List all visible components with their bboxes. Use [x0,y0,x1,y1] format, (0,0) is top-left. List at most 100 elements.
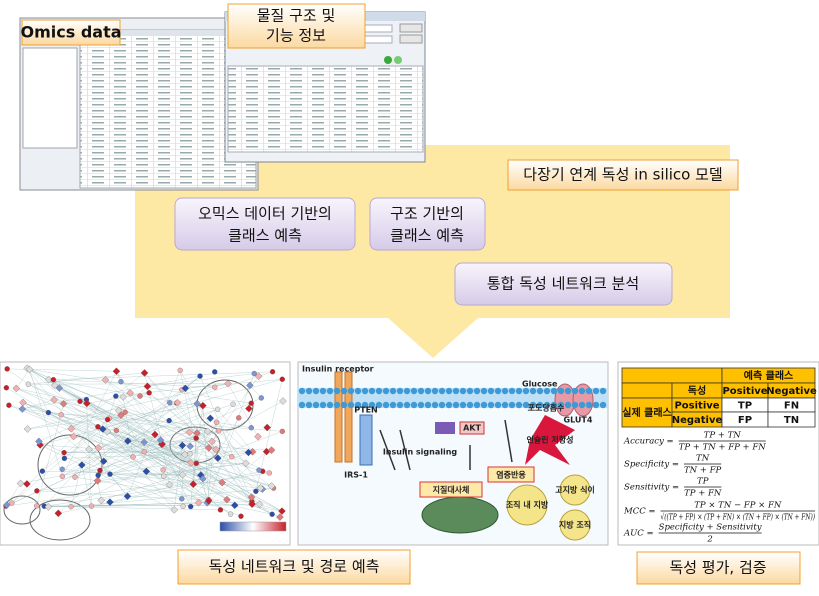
membrane-lipid [397,388,403,394]
network-node [188,504,193,509]
network-node [59,412,64,417]
membrane-lipid [544,388,550,394]
network-node [73,475,78,480]
membrane-lipid [453,388,459,394]
membrane-lipid [313,402,319,408]
membrane-lipid [572,402,578,408]
membrane-lipid [523,388,529,394]
membrane-lipid [299,402,305,408]
formula-numerator: TP × TN − FP × FN [694,501,782,511]
table-text: 독성 [688,384,706,397]
membrane-lipid [502,402,508,408]
membrane-lipid [404,388,410,394]
network-node [253,489,258,494]
network-node [167,418,172,423]
pathway-label: IRS-1 [344,471,368,480]
formula-numerator: TN [696,454,710,464]
pathway-figure: Insulin receptorGlucoseGLUT4IRS-1PTENAKT… [298,362,608,545]
formula-denominator: √((TP + FP) × (TP + FN) × (TN + FP) × (T… [661,512,815,523]
structure-label: 기능 정보 [266,27,326,45]
network-node [46,410,51,415]
membrane-lipid [383,388,389,394]
pathway-label: 지방 조직 [559,520,591,530]
network-node [212,385,217,390]
membrane-lipid [369,388,375,394]
membrane-lipid [509,388,515,394]
membrane-lipid [320,388,326,394]
membrane-lipid [572,388,578,394]
omics-label: Omics data [20,23,121,42]
membrane-lipid [418,388,424,394]
membrane-lipid [306,402,312,408]
membrane-lipid [509,402,515,408]
membrane-lipid [516,388,522,394]
formula-name: Accuracy = [623,437,674,447]
evaluation-caption: 독성 평가, 검증 [669,559,766,577]
membrane-lipid [404,402,410,408]
network-node [218,507,223,512]
network-node [249,401,254,406]
membrane-lipid [397,402,403,408]
network-node [114,428,119,433]
membrane-lipid [488,388,494,394]
membrane-lipid [502,388,508,394]
formula-numerator: Specificity + Sensitivity [659,523,762,533]
pathway-label: 지질대사체 [433,485,470,495]
network-node [187,451,192,456]
pathway-label: Insulin signaling [383,448,458,457]
table-text: TP [738,401,752,412]
formula-denominator: TP + TN + FP + FN [679,443,767,453]
network-node [215,407,220,412]
membrane-lipid [327,402,333,408]
membrane-lipid [474,388,480,394]
membrane-lipid [565,388,571,394]
membrane-lipid [446,402,452,408]
network-node [51,377,56,382]
membrane-lipid [467,388,473,394]
network-node [108,472,113,477]
membrane-lipid [362,388,368,394]
network-node [89,504,94,509]
membrane-lipid [306,388,312,394]
pathway-label: 고지방 식이 [555,485,595,495]
network-node [96,473,101,478]
network-node [214,420,219,425]
model-title: 다장기 연계 독성 in silico 모델 [523,166,722,184]
table-text: 실제 클래스 [622,406,671,419]
membrane-lipid [453,402,459,408]
table-text: Negative [766,386,817,397]
table-text: 예측 클래스 [744,369,793,382]
membrane-lipid [425,402,431,408]
network-node [142,449,147,454]
formula-denominator: TN + FP [684,466,722,476]
membrane-lipid [327,388,333,394]
membrane-lipid [383,402,389,408]
network-node [178,368,183,373]
membrane-lipid [439,388,445,394]
membrane-lipid [537,388,543,394]
membrane-lipid [432,402,438,408]
network-node [34,503,39,508]
membrane-lipid [320,402,326,408]
network-node [69,504,74,509]
membrane-lipid [600,402,606,408]
network-node [236,415,241,420]
network-node [198,374,203,379]
network-node [62,456,67,461]
table-cell [622,368,722,383]
network-figure [0,362,290,545]
pathway-label: 인슐린 저항성 [527,435,574,445]
membrane-lipid [390,388,396,394]
membrane-lipid [516,402,522,408]
pathway-label: GLUT4 [564,416,593,425]
network-node [256,468,261,473]
network-node [105,417,110,422]
network-node [97,468,102,473]
formula-denominator: 2 [706,535,712,545]
network-node [252,371,257,376]
step-label: 통합 독성 네트워크 분석 [487,275,639,293]
network-node [118,379,123,384]
network-node [194,461,199,466]
network-node [161,474,166,479]
